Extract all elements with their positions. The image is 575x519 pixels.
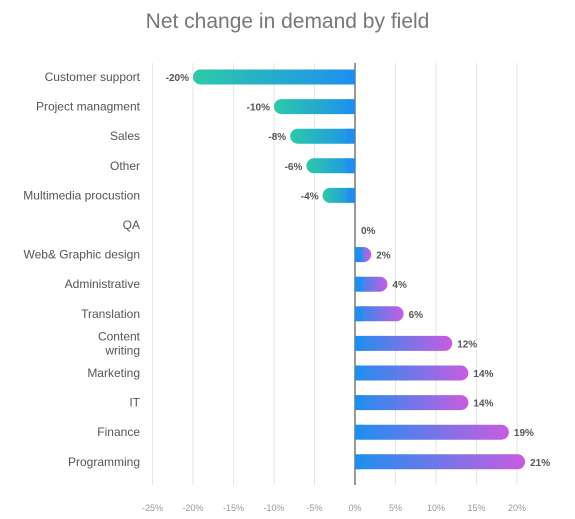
value-label: -20%: [166, 73, 189, 84]
bar-cap: [347, 187, 355, 203]
value-label: 6%: [409, 310, 424, 321]
bar: [355, 424, 509, 440]
category-label: Marketing: [87, 366, 140, 380]
bars: [193, 69, 526, 470]
chart-title: Net change in demand by field: [145, 10, 430, 33]
labels: -25% -20% -15% -10% -5% 0% 5% 10% 15% 20% Customer…: [23, 70, 550, 513]
value-label: 4%: [392, 280, 407, 291]
x-tick-label: -20%: [182, 503, 203, 513]
bar-cap: [355, 335, 363, 351]
category-label: Programming: [68, 455, 140, 469]
bar: [306, 158, 355, 174]
category-label: IT: [129, 396, 140, 410]
x-tick-label: 20%: [508, 503, 526, 513]
bar-cap: [355, 424, 363, 440]
bar: [355, 306, 404, 322]
bar: [322, 187, 355, 203]
bar-cap: [355, 276, 363, 292]
bar-cap: [347, 99, 355, 115]
category-label: Customer support: [45, 70, 141, 84]
bar: [274, 99, 355, 115]
category-label: Other: [110, 159, 140, 173]
x-tick-label: -10%: [263, 503, 284, 513]
category-label: Project managment: [36, 100, 141, 114]
bar-cap: [347, 128, 355, 144]
x-tick-label: -15%: [223, 503, 244, 513]
category-label: QA: [123, 218, 140, 232]
category-label: Finance: [97, 425, 140, 439]
x-tick-label: 0%: [348, 503, 361, 513]
gridlines: [152, 63, 518, 485]
value-label: 0%: [361, 226, 376, 237]
category-label-line: writing: [104, 343, 140, 357]
bar-cap: [355, 306, 363, 322]
bar-cap: [355, 365, 363, 381]
value-label: 2%: [376, 251, 391, 262]
bar-cap: [347, 158, 355, 174]
x-tick-label: -25%: [142, 503, 163, 513]
category-label: Multimedia procustion: [23, 188, 140, 202]
category-label: Web& Graphic design: [23, 248, 140, 262]
bar: [355, 395, 469, 411]
category-label: Sales: [110, 129, 140, 143]
x-tick-label: -5%: [306, 503, 322, 513]
bar-cap: [355, 395, 363, 411]
value-label: 14%: [473, 369, 493, 380]
bar: [355, 365, 469, 381]
bar: [355, 454, 526, 470]
value-label: 21%: [530, 458, 550, 469]
x-tick-label: 15%: [467, 503, 485, 513]
value-label: -10%: [247, 103, 270, 114]
value-label: 19%: [514, 428, 534, 439]
category-label-line: Content: [98, 329, 141, 343]
value-label: 14%: [473, 399, 493, 410]
bar-cap: [355, 454, 363, 470]
value-label: 12%: [457, 339, 477, 350]
bar: [355, 335, 453, 351]
bar-cap: [347, 69, 355, 85]
bar: [290, 128, 355, 144]
x-tick-label: 5%: [389, 503, 402, 513]
category-label: Translation: [81, 307, 140, 321]
x-tick-label: 10%: [427, 503, 445, 513]
value-label: -6%: [285, 162, 303, 173]
bar-cap: [355, 247, 363, 263]
value-label: -4%: [301, 191, 319, 202]
category-label: Content writing: [98, 329, 141, 357]
bar: [193, 69, 355, 85]
bar: [355, 276, 388, 292]
category-label: Administrative: [65, 277, 141, 291]
value-label: -8%: [268, 132, 286, 143]
